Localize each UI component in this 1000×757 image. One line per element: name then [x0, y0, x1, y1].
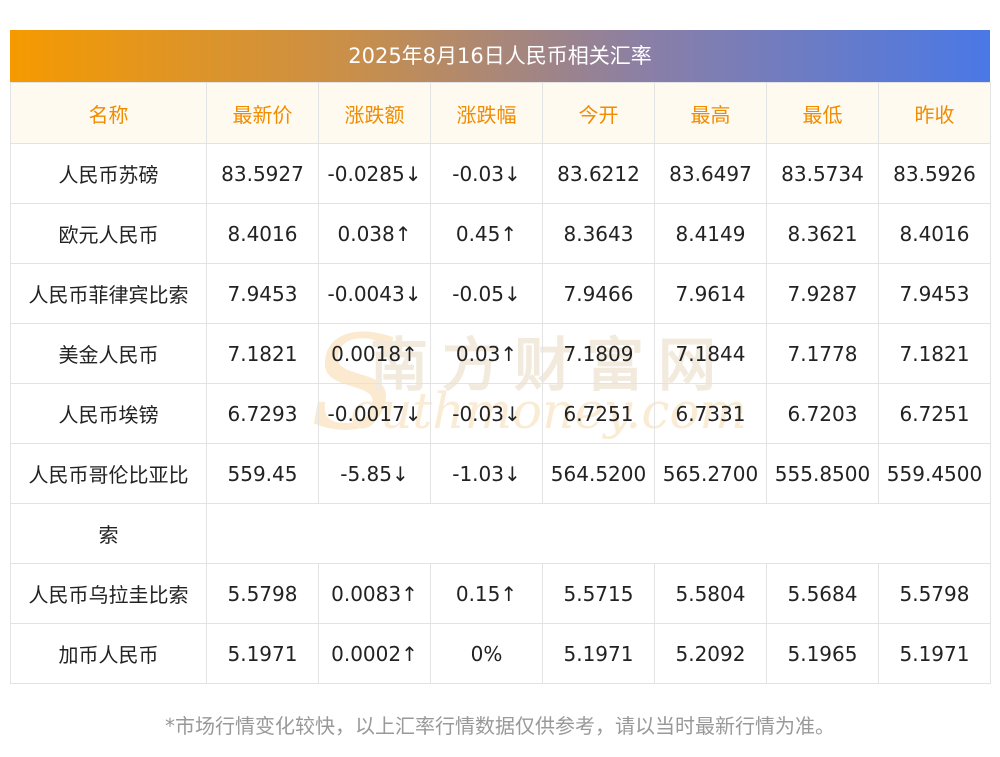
- row-change: 0.0002↑: [318, 623, 431, 684]
- table-row: 美金人民币 7.1821 0.0018↑ 0.03↑ 7.1809 7.1844…: [10, 323, 991, 384]
- row-open: 6.7251: [542, 383, 655, 444]
- row-pct: 0.45↑: [430, 203, 543, 264]
- header-latest: 最新价: [206, 82, 319, 144]
- row-name: 加币人民币: [10, 623, 207, 684]
- table-row: 人民币苏磅 83.5927 -0.0285↓ -0.03↓ 83.6212 83…: [10, 143, 991, 204]
- row-low: 6.7203: [766, 383, 879, 444]
- row-low: 8.3621: [766, 203, 879, 264]
- table-row-continuation: 索: [10, 503, 991, 564]
- row-pct: -0.03↓: [430, 143, 543, 204]
- row-open: 7.1809: [542, 323, 655, 384]
- row-open: 83.6212: [542, 143, 655, 204]
- header-low: 最低: [766, 82, 879, 144]
- row-prev: 8.4016: [878, 203, 991, 264]
- row-low: 7.9287: [766, 263, 879, 324]
- row-change: -0.0285↓: [318, 143, 431, 204]
- row-prev: 7.1821: [878, 323, 991, 384]
- row-latest: 6.7293: [206, 383, 319, 444]
- row-open: 5.5715: [542, 563, 655, 624]
- disclaimer-footnote: *市场行情变化较快，以上汇率行情数据仅供参考，请以当时最新行情为准。: [165, 714, 835, 738]
- row-name: 欧元人民币: [10, 203, 207, 264]
- row-change: 0.0083↑: [318, 563, 431, 624]
- table-row: 人民币埃镑 6.7293 -0.0017↓ -0.03↓ 6.7251 6.73…: [10, 383, 991, 444]
- row-name: 人民币苏磅: [10, 143, 207, 204]
- row-pct: 0%: [430, 623, 543, 684]
- row-name: 人民币菲律宾比索: [10, 263, 207, 324]
- row-high: 8.4149: [654, 203, 767, 264]
- row-latest: 8.4016: [206, 203, 319, 264]
- row-high: 6.7331: [654, 383, 767, 444]
- row-name: 人民币乌拉圭比索: [10, 563, 207, 624]
- row-pct: 0.03↑: [430, 323, 543, 384]
- row-open: 5.1971: [542, 623, 655, 684]
- row-pct: 0.15↑: [430, 563, 543, 624]
- row-pct: -1.03↓: [430, 443, 543, 504]
- table-row: 欧元人民币 8.4016 0.038↑ 0.45↑ 8.3643 8.4149 …: [10, 203, 991, 264]
- row-prev: 7.9453: [878, 263, 991, 324]
- row-prev: 6.7251: [878, 383, 991, 444]
- row-open: 7.9466: [542, 263, 655, 324]
- row-prev: 559.4500: [878, 443, 991, 504]
- row-change: -0.0017↓: [318, 383, 431, 444]
- table-row: 人民币菲律宾比索 7.9453 -0.0043↓ -0.05↓ 7.9466 7…: [10, 263, 991, 324]
- header-high: 最高: [654, 82, 767, 144]
- row-high: 7.9614: [654, 263, 767, 324]
- header-open: 今开: [542, 82, 655, 144]
- table-row: 加币人民币 5.1971 0.0002↑ 0% 5.1971 5.2092 5.…: [10, 623, 991, 684]
- row-low: 83.5734: [766, 143, 879, 204]
- row-latest: 7.9453: [206, 263, 319, 324]
- row-name: 人民币埃镑: [10, 383, 207, 444]
- table-title: 2025年8月16日人民币相关汇率: [10, 30, 990, 82]
- header-prev: 昨收: [878, 82, 991, 144]
- exchange-rate-table: 名称 最新价 涨跌额 涨跌幅 今开 最高 最低 昨收 人民币苏磅 83.5927…: [10, 82, 991, 684]
- header-pct: 涨跌幅: [430, 82, 543, 144]
- row-pct: -0.03↓: [430, 383, 543, 444]
- row-low: 5.5684: [766, 563, 879, 624]
- row-prev: 83.5926: [878, 143, 991, 204]
- row-low: 555.8500: [766, 443, 879, 504]
- row-latest: 7.1821: [206, 323, 319, 384]
- row-high: 5.5804: [654, 563, 767, 624]
- header-row: 名称 最新价 涨跌额 涨跌幅 今开 最高 最低 昨收: [10, 82, 991, 144]
- table-row: 人民币哥伦比亚比 559.45 -5.85↓ -1.03↓ 564.5200 5…: [10, 443, 991, 504]
- row-open: 8.3643: [542, 203, 655, 264]
- row-high: 565.2700: [654, 443, 767, 504]
- row-prev: 5.1971: [878, 623, 991, 684]
- row-high: 5.2092: [654, 623, 767, 684]
- row-pct: -0.05↓: [430, 263, 543, 324]
- row-latest: 5.1971: [206, 623, 319, 684]
- row-name: 美金人民币: [10, 323, 207, 384]
- header-change: 涨跌额: [318, 82, 431, 144]
- row-change: 0.0018↑: [318, 323, 431, 384]
- row-prev: 5.5798: [878, 563, 991, 624]
- row-high: 83.6497: [654, 143, 767, 204]
- row-change: 0.038↑: [318, 203, 431, 264]
- row-change: -0.0043↓: [318, 263, 431, 324]
- header-name: 名称: [10, 82, 207, 144]
- row-low: 7.1778: [766, 323, 879, 384]
- row-latest: 83.5927: [206, 143, 319, 204]
- row-latest: 5.5798: [206, 563, 319, 624]
- row-empty-cell: [206, 503, 991, 564]
- row-name: 人民币哥伦比亚比: [10, 443, 207, 504]
- row-open: 564.5200: [542, 443, 655, 504]
- row-name-continued: 索: [10, 503, 207, 564]
- row-low: 5.1965: [766, 623, 879, 684]
- row-high: 7.1844: [654, 323, 767, 384]
- row-latest: 559.45: [206, 443, 319, 504]
- table-row: 人民币乌拉圭比索 5.5798 0.0083↑ 0.15↑ 5.5715 5.5…: [10, 563, 991, 624]
- row-change: -5.85↓: [318, 443, 431, 504]
